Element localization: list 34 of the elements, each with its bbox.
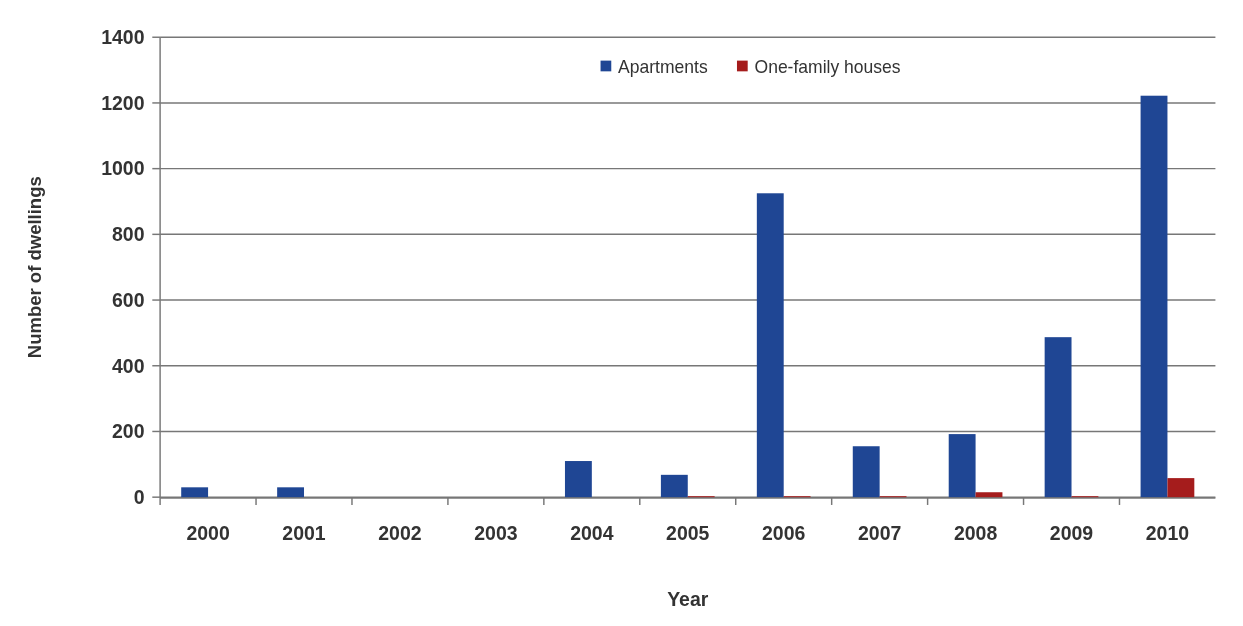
x-tick-label: 2010	[1145, 522, 1190, 545]
x-tick-label: 2008	[953, 522, 998, 545]
bar	[975, 492, 1003, 498]
y-tick-label: 600	[112, 288, 145, 311]
bar	[948, 434, 976, 498]
x-tick-label: 2003	[474, 522, 518, 545]
x-tick-label: 2006	[762, 522, 806, 545]
bar	[277, 487, 305, 498]
bar	[181, 487, 209, 498]
bar	[1167, 478, 1195, 498]
x-tick-label: 2000	[186, 522, 230, 545]
bar	[852, 446, 880, 498]
y-tick-label: 1000	[101, 157, 145, 180]
x-tick-label: 2002	[378, 522, 422, 545]
bar	[564, 461, 592, 498]
legend-label: One-family houses	[754, 56, 901, 77]
bar	[660, 474, 688, 498]
y-axis-title: Number of dwellings	[24, 176, 46, 359]
y-tick-label: 1400	[101, 26, 145, 49]
legend-label: Apartments	[618, 56, 708, 77]
bar	[1044, 337, 1072, 498]
x-tick-label: 2004	[570, 522, 614, 545]
y-tick-label: 800	[112, 223, 145, 246]
y-tick-label: 1200	[101, 91, 145, 114]
bar	[756, 193, 784, 498]
x-tick-label: 2007	[857, 522, 902, 545]
x-tick-label: 2005	[666, 522, 710, 545]
bar	[1140, 95, 1168, 498]
y-tick-label: 400	[112, 354, 145, 377]
x-tick-label: 2009	[1049, 522, 1094, 545]
y-tick-label: 0	[133, 485, 145, 508]
x-tick-label: 2001	[282, 522, 326, 545]
x-axis-title: Year	[667, 588, 709, 611]
y-tick-label: 200	[112, 420, 145, 443]
